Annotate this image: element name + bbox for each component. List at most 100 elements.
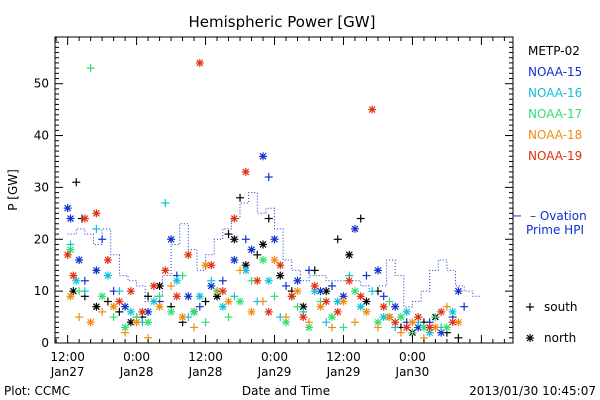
- data-point-north: [184, 250, 193, 259]
- data-point-north: [408, 318, 417, 327]
- data-point-north: [345, 250, 354, 259]
- data-point-north: [310, 287, 319, 296]
- data-point-north: [379, 302, 388, 311]
- data-point-north: [80, 214, 89, 223]
- data-point-south: [224, 230, 233, 239]
- data-point-south: [356, 214, 365, 223]
- data-point-north: [247, 307, 256, 316]
- data-point-south: [304, 318, 313, 327]
- legend-entry: NOAA-19: [528, 149, 582, 163]
- footer-timestamp: 2013/01/30 10:45:07: [469, 384, 596, 398]
- data-point-north: [109, 302, 118, 311]
- data-point-north: [391, 318, 400, 327]
- data-point-north: [149, 297, 158, 306]
- data-point-north: [172, 292, 181, 301]
- data-point-north: [230, 235, 239, 244]
- data-point-north: [299, 313, 308, 322]
- legend-hpi-line1: – Ovation: [530, 209, 587, 223]
- data-point-south: [207, 276, 216, 285]
- legend-hpi-line2: Prime HPI: [526, 223, 584, 237]
- data-point-north: [368, 105, 377, 114]
- y-axis: 0 10 20 30 40 50: [34, 36, 513, 350]
- data-point-north: [236, 297, 245, 306]
- data-point-south: [282, 281, 291, 290]
- data-point-north: [184, 292, 193, 301]
- data-point-south: [201, 318, 210, 327]
- data-point-north: [259, 152, 268, 161]
- data-point-north: [310, 281, 319, 290]
- data-point-north: [92, 209, 101, 218]
- legend-north-marker: [526, 334, 534, 342]
- y-tick-label: 40: [34, 129, 49, 143]
- data-point-north: [264, 276, 273, 285]
- data-point-north: [402, 323, 411, 332]
- data-point-north: [86, 318, 95, 327]
- data-point-south: [327, 323, 336, 332]
- data-point-north: [293, 287, 302, 296]
- data-point-north: [218, 302, 227, 311]
- data-point-north: [167, 235, 176, 244]
- data-point-south: [264, 214, 273, 223]
- data-point-south: [98, 307, 107, 316]
- data-point-south: [431, 313, 440, 322]
- data-point-south: [264, 173, 273, 182]
- data-point-north: [356, 292, 365, 301]
- data-point-north: [448, 307, 457, 316]
- data-point-south: [293, 302, 302, 311]
- data-point-south: [396, 328, 405, 337]
- data-point-north: [230, 256, 239, 265]
- y-tick-label: 20: [34, 232, 49, 246]
- data-point-north: [155, 302, 164, 311]
- series-noaa-15: [63, 152, 469, 337]
- data-point-north: [218, 287, 227, 296]
- data-point-south: [282, 313, 291, 322]
- data-point-north: [442, 323, 451, 332]
- data-point-south: [98, 235, 107, 244]
- data-point-north: [161, 266, 170, 275]
- data-point-north: [69, 271, 78, 280]
- x-tick-label-time: 0:00: [261, 350, 288, 364]
- data-point-south: [178, 271, 187, 280]
- legend-south-label: south: [544, 300, 578, 314]
- legend-entry: NOAA-17: [528, 107, 582, 121]
- data-point-north: [178, 313, 187, 322]
- data-point-north: [322, 287, 331, 296]
- x-tick-label-time: 12:00: [50, 350, 85, 364]
- data-point-north: [345, 276, 354, 285]
- data-point-south: [379, 292, 388, 301]
- x-axis: 12:00Jan270:00Jan2812:00Jan280:00Jan2912…: [50, 37, 505, 379]
- data-point-north: [454, 318, 463, 327]
- data-point-north: [63, 204, 72, 213]
- data-point-north: [264, 307, 273, 316]
- data-point-north: [350, 224, 359, 233]
- points-layer: [63, 58, 469, 342]
- series-noaa-16: [66, 198, 457, 337]
- x-tick-label-time: 12:00: [188, 350, 223, 364]
- data-point-north: [103, 256, 112, 265]
- data-point-north: [425, 323, 434, 332]
- data-point-south: [80, 276, 89, 285]
- data-point-north: [373, 266, 382, 275]
- legend-south-marker: [526, 303, 534, 311]
- data-point-north: [207, 281, 216, 290]
- data-point-south: [230, 292, 239, 301]
- data-point-north: [287, 292, 296, 301]
- data-point-north: [259, 240, 268, 249]
- x-tick-label-time: 12:00: [326, 350, 361, 364]
- data-point-north: [391, 302, 400, 311]
- x-tick-label-date: Jan30: [395, 365, 430, 379]
- series-noaa-17: [66, 64, 451, 337]
- data-point-north: [293, 276, 302, 285]
- x-tick-label-time: 0:00: [123, 350, 150, 364]
- data-point-south: [350, 318, 359, 327]
- data-point-north: [241, 167, 250, 176]
- y-tick-label: 30: [34, 180, 49, 194]
- data-point-north: [224, 297, 233, 306]
- data-point-north: [327, 313, 336, 322]
- data-point-south: [259, 297, 268, 306]
- data-point-south: [385, 297, 394, 306]
- legend-entry: NOAA-16: [528, 86, 582, 100]
- data-point-north: [126, 307, 135, 316]
- data-point-north: [385, 313, 394, 322]
